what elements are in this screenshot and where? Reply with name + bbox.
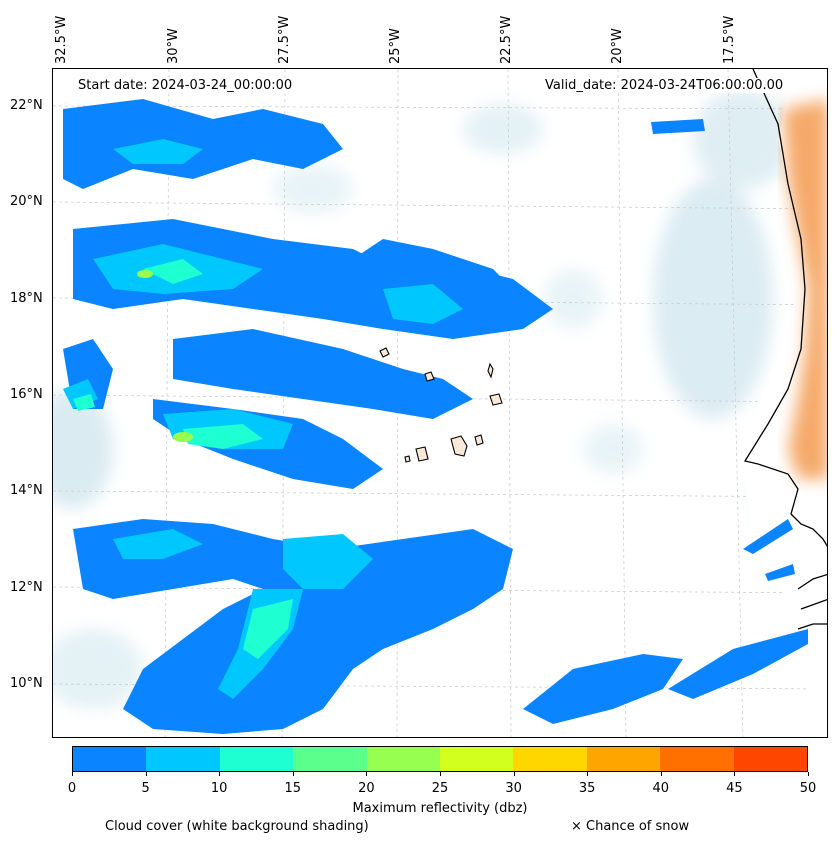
lat-label-12n: 12°N <box>10 580 43 595</box>
colorbar-tickmark <box>219 772 221 776</box>
colorbar-tick-label: 0 <box>67 781 77 796</box>
colorbar-segment <box>660 747 734 771</box>
snow-note: × Chance of snow <box>571 819 690 834</box>
lon-label-20w: 20°W <box>610 28 625 64</box>
colorbar-tickmark <box>366 772 368 776</box>
lat-label-20n: 20°N <box>10 194 43 209</box>
lat-label-14n: 14°N <box>10 483 43 498</box>
colorbar-tickmark <box>292 772 294 776</box>
lat-label-10n: 10°N <box>10 676 43 691</box>
colorbar-tickmark <box>734 772 736 776</box>
desert-shading <box>783 99 827 479</box>
colorbar-tick-label: 45 <box>726 781 743 796</box>
colorbar-segment <box>366 747 441 771</box>
lon-label-32-5w: 32.5°W <box>54 15 69 64</box>
colorbar-tick-label: 40 <box>652 781 670 796</box>
colorbar-segment <box>293 747 367 771</box>
lon-label-25w: 25°W <box>388 28 403 64</box>
colorbar-tickmark <box>440 772 441 776</box>
colorbar-tick-label: 50 <box>799 781 817 796</box>
lat-label-18n: 18°N <box>10 291 43 306</box>
lat-label-16n: 16°N <box>10 387 43 402</box>
colorbar-segment <box>513 747 587 771</box>
colorbar <box>72 746 808 772</box>
start-date-label: Start date: 2024-03-24_00:00:00 <box>76 78 295 93</box>
colorbar-tick-label: 10 <box>210 781 228 796</box>
colorbar-tickmark <box>145 772 147 776</box>
reflectivity-field-dbz-20-30 <box>137 270 193 442</box>
colorbar-tickmark <box>660 772 662 776</box>
cape-verde-islands <box>379 347 503 463</box>
colorbar-tick-label: 20 <box>358 781 375 796</box>
reflectivity-map <box>53 69 827 737</box>
lat-label-22n: 22°N <box>10 98 43 113</box>
colorbar-segment <box>146 747 220 771</box>
colorbar-tick-label: 30 <box>505 781 522 796</box>
lon-label-22-5w: 22.5°W <box>499 15 514 64</box>
colorbar-tickmark <box>587 772 589 776</box>
lon-label-27-5w: 27.5°W <box>277 15 292 64</box>
colorbar-tickmark <box>72 772 73 776</box>
colorbar-tick-label: 5 <box>141 781 150 796</box>
valid-date-label: Valid_date: 2024-03-24T06:00:00.00 <box>543 78 786 93</box>
lon-label-30w: 30°W <box>166 28 181 64</box>
colorbar-tick-label: 35 <box>578 781 596 796</box>
colorbar-segment <box>440 747 514 771</box>
colorbar-segment <box>73 747 147 771</box>
colorbar-tickmark <box>513 772 515 776</box>
colorbar-tickmark <box>808 772 809 776</box>
colorbar-segment <box>733 747 808 771</box>
colorbar-tick-label: 25 <box>431 781 449 796</box>
colorbar-segment <box>586 747 661 771</box>
colorbar-tick-label: 15 <box>284 781 302 796</box>
cloud-cover-note: Cloud cover (white background shading) <box>105 819 369 834</box>
coastline <box>743 69 827 630</box>
reflectivity-field-dbz-15-20 <box>73 259 293 659</box>
colorbar-segment <box>219 747 294 771</box>
colorbar-label: Maximum reflectivity (dbz) <box>352 801 528 816</box>
map-panel[interactable] <box>52 68 828 738</box>
lon-label-17-5w: 17.5°W <box>722 15 737 64</box>
